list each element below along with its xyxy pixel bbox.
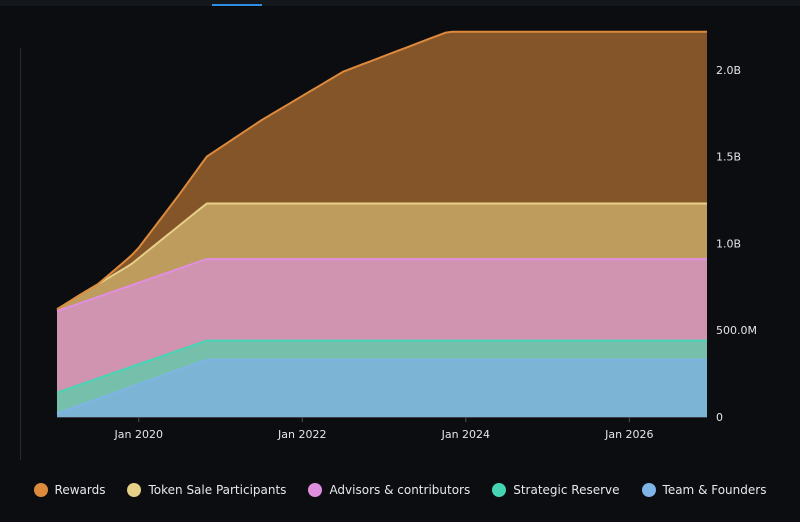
legend-label: Advisors & contributors (329, 483, 471, 497)
legend-item-token-sale-participants[interactable]: Token Sale Participants (127, 483, 286, 497)
line-team-founders (56, 358, 707, 415)
legend-marker-icon (33, 483, 48, 497)
legend-label: Rewards (54, 483, 106, 497)
line-advisors-contributors (56, 258, 707, 313)
panel-divider (20, 48, 21, 460)
active-tab-indicator[interactable] (212, 4, 262, 6)
legend-marker-icon (308, 483, 323, 497)
token-allocation-chart: Jan 2020 Jan 2022 Jan 2024 Jan 2026 0 500.0M 1… (56, 30, 757, 441)
legend-label: Token Sale Participants (148, 483, 287, 497)
x-tick-label: Jan 2024 (441, 428, 490, 441)
legend-label: Team & Founders (662, 483, 767, 497)
x-tick-label: Jan 2022 (277, 428, 326, 441)
line-strategic-reserve (56, 339, 707, 394)
y-tick-label: 0 (716, 411, 723, 424)
legend-marker-icon (641, 483, 656, 497)
y-tick-label: 500.0M (716, 324, 757, 337)
line-token-sale-participants (56, 202, 707, 311)
y-tick-label: 1.5B (716, 151, 741, 164)
y-tick-label: 2.0B (716, 64, 741, 77)
x-tick-label: Jan 2026 (604, 428, 653, 441)
chart-legend: Rewards Token Sale Participants Advisors &… (0, 478, 800, 502)
top-bar (0, 0, 800, 6)
area-advisors-contributors[interactable] (57, 259, 707, 393)
chart-lines (56, 30, 707, 415)
y-tick-label: 1.0B (716, 237, 741, 250)
area-token-sale-participants[interactable] (57, 203, 707, 312)
area-team-founders[interactable] (57, 359, 707, 417)
chart-axes: Jan 2020 Jan 2022 Jan 2024 Jan 2026 0 500.0M 1… (57, 64, 757, 441)
legend-item-team-founders[interactable]: Team & Founders (641, 483, 767, 497)
legend-item-rewards[interactable]: Rewards (33, 483, 106, 497)
legend-marker-icon (492, 483, 507, 497)
area-rewards[interactable] (57, 31, 707, 310)
x-tick-label: Jan 2020 (114, 428, 163, 441)
legend-marker-icon (127, 483, 142, 497)
legend-label: Strategic Reserve (513, 483, 620, 497)
legend-item-strategic-reserve[interactable]: Strategic Reserve (492, 483, 620, 497)
legend-item-advisors-contributors[interactable]: Advisors & contributors (308, 483, 470, 497)
line-rewards (56, 30, 707, 311)
